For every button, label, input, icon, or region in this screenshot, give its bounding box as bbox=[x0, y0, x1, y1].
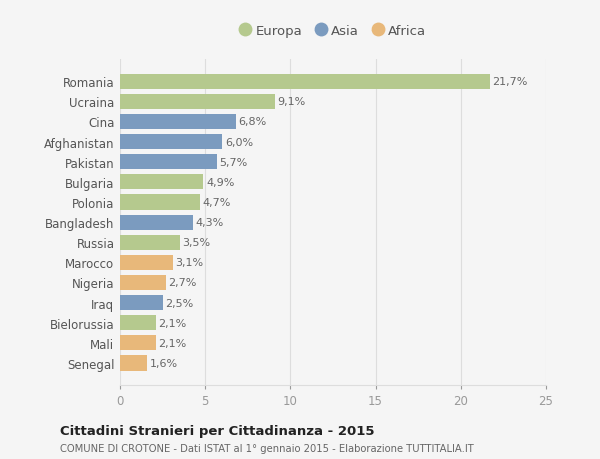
Text: 6,0%: 6,0% bbox=[225, 137, 253, 147]
Text: 4,9%: 4,9% bbox=[206, 178, 235, 187]
Bar bbox=[120, 275, 166, 291]
Text: Cittadini Stranieri per Cittadinanza - 2015: Cittadini Stranieri per Cittadinanza - 2… bbox=[60, 425, 374, 437]
Text: 1,6%: 1,6% bbox=[150, 358, 178, 368]
Bar bbox=[120, 115, 236, 130]
Legend: Europa, Asia, Africa: Europa, Asia, Africa bbox=[236, 21, 430, 42]
Bar bbox=[120, 235, 179, 250]
Bar bbox=[120, 175, 203, 190]
Text: 2,1%: 2,1% bbox=[158, 318, 187, 328]
Bar bbox=[120, 195, 200, 210]
Text: 2,5%: 2,5% bbox=[165, 298, 193, 308]
Text: 9,1%: 9,1% bbox=[278, 97, 306, 107]
Text: 21,7%: 21,7% bbox=[493, 77, 527, 87]
Bar bbox=[120, 74, 490, 90]
Text: 3,5%: 3,5% bbox=[182, 238, 211, 248]
Bar bbox=[120, 296, 163, 310]
Text: 2,7%: 2,7% bbox=[169, 278, 197, 288]
Text: COMUNE DI CROTONE - Dati ISTAT al 1° gennaio 2015 - Elaborazione TUTTITALIA.IT: COMUNE DI CROTONE - Dati ISTAT al 1° gen… bbox=[60, 443, 474, 453]
Bar bbox=[120, 155, 217, 170]
Text: 3,1%: 3,1% bbox=[175, 258, 203, 268]
Bar bbox=[120, 315, 156, 330]
Text: 2,1%: 2,1% bbox=[158, 338, 187, 348]
Text: 6,8%: 6,8% bbox=[238, 117, 266, 127]
Text: 4,3%: 4,3% bbox=[196, 218, 224, 228]
Text: 5,7%: 5,7% bbox=[220, 157, 248, 168]
Bar bbox=[120, 135, 222, 150]
Text: 4,7%: 4,7% bbox=[203, 197, 231, 207]
Bar bbox=[120, 356, 147, 371]
Bar bbox=[120, 215, 193, 230]
Bar bbox=[120, 95, 275, 110]
Bar bbox=[120, 336, 156, 351]
Bar bbox=[120, 255, 173, 270]
